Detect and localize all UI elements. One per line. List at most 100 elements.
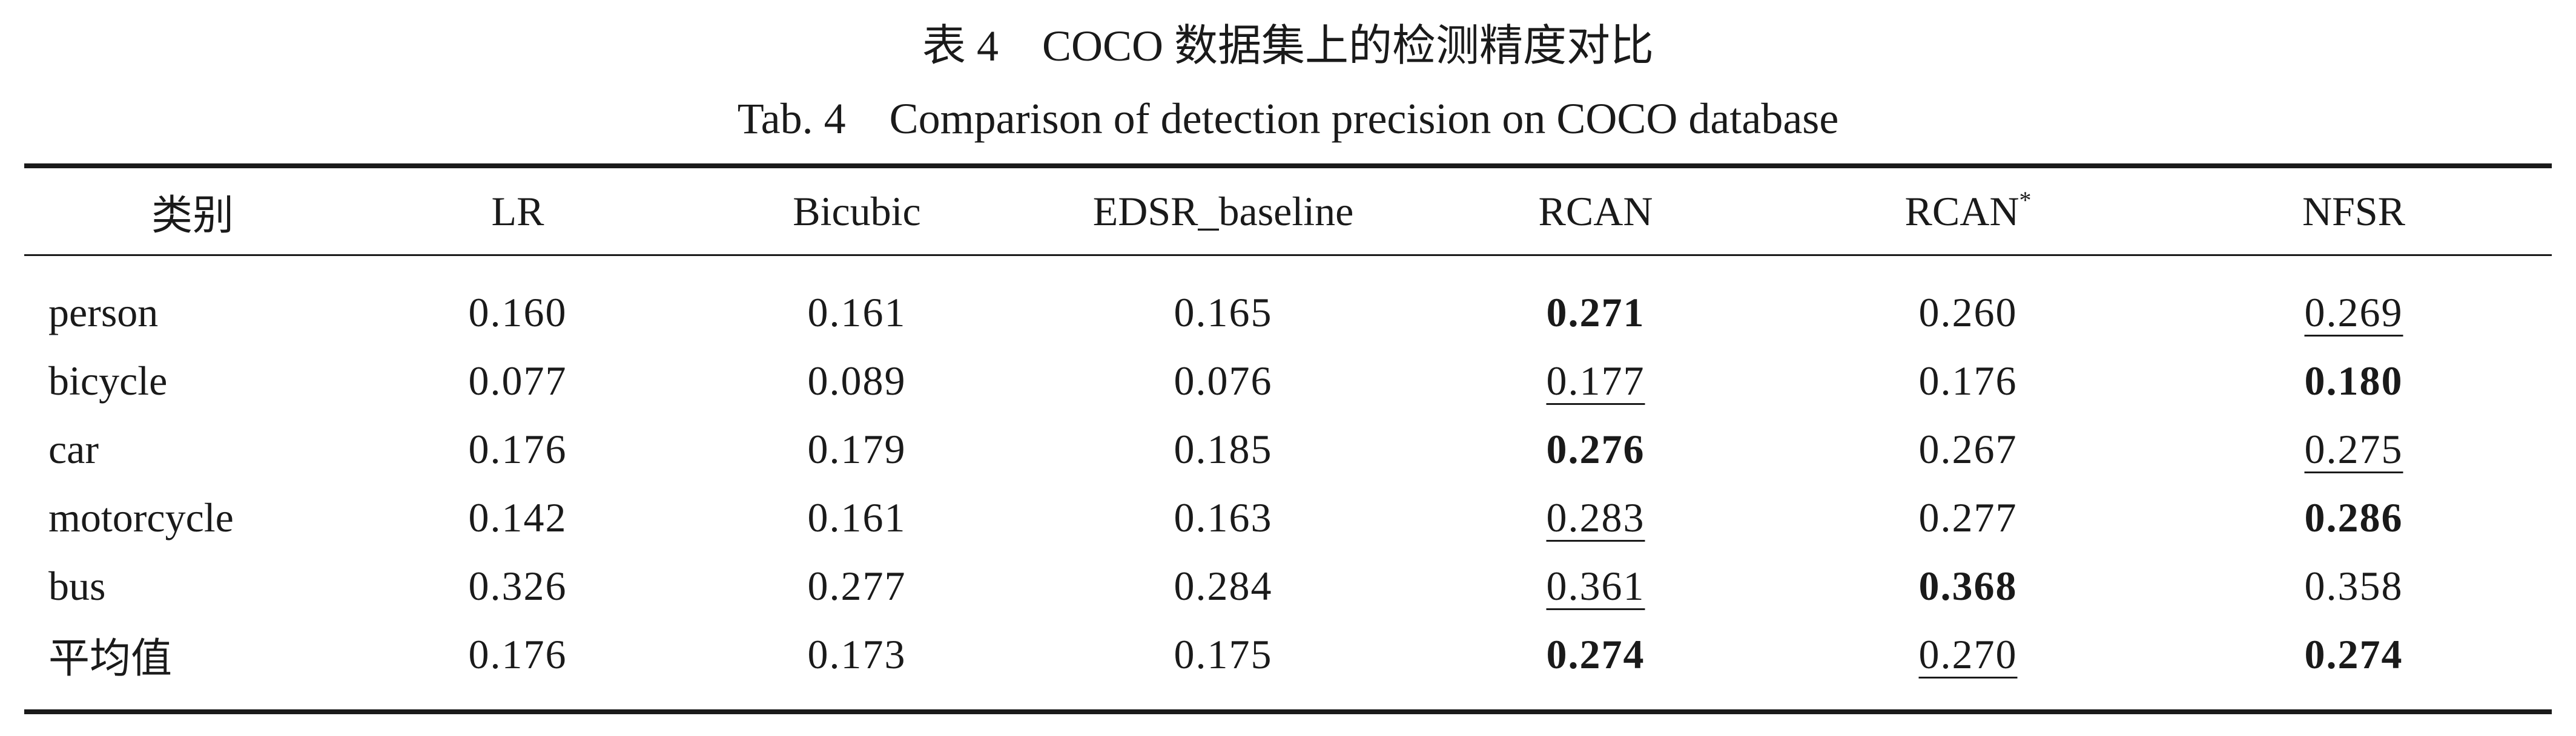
cell-value: 0.163 [1174,494,1273,540]
table-title-cn: COCO 数据集上的检测精度对比 [1042,22,1654,70]
table-row: car 0.176 0.179 0.185 0.276 0.267 0.275 [24,415,2552,484]
cell-rcan: 0.271 [1411,278,1780,347]
cell-rcan-star: 0.176 [1780,347,2156,415]
column-header-edsr-baseline: EDSR_baseline [1092,188,1354,234]
table-number-en: Tab. 4 [737,94,846,143]
cell-value: 0.267 [1918,426,2018,472]
rcan-star-label: RCAN [1904,188,2020,234]
cell-rcan: 0.361 [1411,552,1780,620]
cell-rcan-star: 0.277 [1780,484,2156,552]
cell-value: 0.368 [1918,563,2018,609]
cell-value: 0.176 [1918,358,2018,404]
bottom-rule [24,709,2552,714]
table-row: bus 0.326 0.277 0.284 0.361 0.368 0.358 [24,552,2552,620]
cell-edsr-baseline: 0.284 [1035,552,1411,620]
column-header-nfsr: NFSR [2302,188,2406,234]
row-category: bicycle [48,358,168,404]
cell-lr: 0.160 [357,278,678,347]
cell-bicubic: 0.277 [678,552,1035,620]
table-title-en: Comparison of detection precision on COC… [889,94,1839,143]
row-category: bus [48,563,106,609]
cell-value: 0.283 [1546,494,1645,540]
cell-value: 0.358 [2304,563,2403,609]
cell-lr: 0.077 [357,347,678,415]
cell-value: 0.271 [1546,289,1645,335]
cell-value: 0.160 [468,289,567,335]
column-header-rcan-star: RCAN* [1780,168,2156,254]
cell-rcan: 0.283 [1411,484,1780,552]
cell-value: 0.179 [807,426,907,472]
cell-value: 0.276 [1546,426,1645,472]
cell-value: 0.161 [807,494,907,540]
cell-nfsr: 0.180 [2156,347,2552,415]
cell-value: 0.176 [468,426,567,472]
table-row: person 0.160 0.161 0.165 0.271 0.260 0.269 [24,278,2552,347]
cell-nfsr: 0.358 [2156,552,2552,620]
row-category: 平均值 [48,636,173,682]
cell-value: 0.326 [468,563,567,609]
cell-value: 0.175 [1174,631,1273,677]
cell-edsr-baseline: 0.185 [1035,415,1411,484]
table-row: motorcycle 0.142 0.161 0.163 0.283 0.277 0.286 [24,484,2552,552]
cell-rcan: 0.177 [1411,347,1780,415]
cell-bicubic: 0.173 [678,620,1035,689]
row-category: person [48,289,159,335]
table-caption-en: Tab. 4 Comparison of detection precision … [0,97,2576,140]
column-header-category: 类别 [151,192,234,238]
cell-value: 0.076 [1174,358,1273,404]
cell-nfsr: 0.274 [2156,620,2552,689]
column-header-rcan: RCAN [1538,188,1653,234]
cell-value: 0.161 [807,289,907,335]
cell-value: 0.275 [2304,426,2403,472]
header-rule [24,254,2552,256]
cell-value: 0.176 [468,631,567,677]
rcan-star-mark: * [2019,186,2032,214]
cell-rcan-star: 0.368 [1780,552,2156,620]
cell-rcan: 0.276 [1411,415,1780,484]
row-category: car [48,426,99,472]
body-spacer [24,254,2552,278]
header-row: 类别 LR Bicubic EDSR_baseline RCAN RCAN* N… [24,168,2552,254]
cell-rcan-star: 0.267 [1780,415,2156,484]
cell-edsr-baseline: 0.163 [1035,484,1411,552]
cell-edsr-baseline: 0.076 [1035,347,1411,415]
cell-rcan: 0.274 [1411,620,1780,689]
table-row: bicycle 0.077 0.089 0.076 0.177 0.176 0.180 [24,347,2552,415]
row-category: motorcycle [48,494,234,540]
cell-value: 0.177 [1546,358,1645,404]
cell-lr: 0.176 [357,620,678,689]
table-body: person 0.160 0.161 0.165 0.271 0.260 0.269 bicy… [24,254,2552,689]
cell-bicubic: 0.161 [678,484,1035,552]
cell-nfsr: 0.269 [2156,278,2552,347]
cell-bicubic: 0.089 [678,347,1035,415]
cell-lr: 0.142 [357,484,678,552]
cell-value: 0.277 [1918,494,2018,540]
cell-lr: 0.176 [357,415,678,484]
cell-value: 0.269 [2304,289,2403,335]
table-caption-cn: 表 4 COCO 数据集上的检测精度对比 [0,24,2576,68]
cell-value: 0.173 [807,631,907,677]
column-header-lr: LR [491,188,544,234]
table-number-cn: 表 4 [922,22,999,70]
cell-edsr-baseline: 0.165 [1035,278,1411,347]
cell-value: 0.089 [807,358,907,404]
cell-bicubic: 0.179 [678,415,1035,484]
cell-value: 0.270 [1918,631,2018,677]
cell-nfsr: 0.286 [2156,484,2552,552]
cell-bicubic: 0.161 [678,278,1035,347]
cell-rcan-star: 0.260 [1780,278,2156,347]
cell-value: 0.286 [2304,494,2403,540]
cell-value: 0.185 [1174,426,1273,472]
cell-value: 0.274 [1546,631,1645,677]
cell-value: 0.284 [1174,563,1273,609]
cell-value: 0.180 [2304,358,2403,404]
cell-edsr-baseline: 0.175 [1035,620,1411,689]
cell-value: 0.277 [807,563,907,609]
cell-rcan-star: 0.270 [1780,620,2156,689]
table-row: 平均值 0.176 0.173 0.175 0.274 0.270 0.274 [24,620,2552,689]
cell-value: 0.165 [1174,289,1273,335]
cell-nfsr: 0.275 [2156,415,2552,484]
precision-table: 类别 LR Bicubic EDSR_baseline RCAN RCAN* N… [24,168,2552,689]
column-header-bicubic: Bicubic [793,188,921,234]
cell-lr: 0.326 [357,552,678,620]
